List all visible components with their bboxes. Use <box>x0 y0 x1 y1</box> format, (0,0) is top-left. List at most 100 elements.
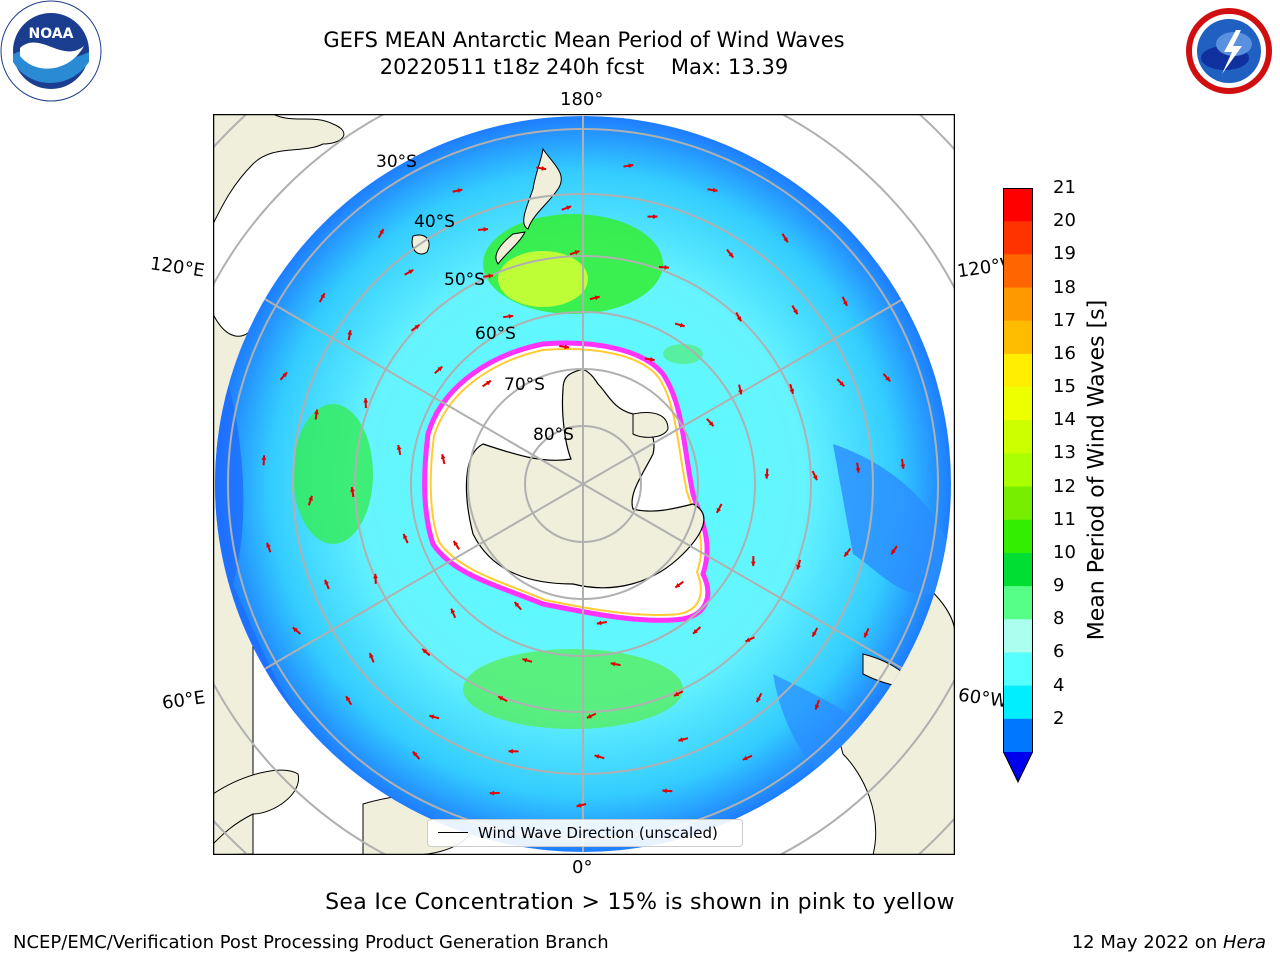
lon-label-0: 0° <box>572 857 593 878</box>
wind-wave-arrowhead <box>508 748 513 754</box>
wind-wave-arrowhead <box>483 227 489 232</box>
lon-label-60e: 60°E <box>160 687 207 714</box>
colorbar-segment <box>1003 188 1033 222</box>
wind-wave-arrowhead <box>453 540 459 546</box>
colorbar-label: Mean Period of Wind Waves [s] <box>1084 299 1110 641</box>
wind-wave-arrowhead <box>814 704 820 710</box>
colorbar-tick-label: 11 <box>1053 508 1076 530</box>
lat-label-60s: 60°S <box>475 324 516 344</box>
wind-wave-arrowhead <box>508 313 514 319</box>
wind-wave-arrowhead <box>750 561 756 567</box>
colorbar-segment <box>1003 552 1033 587</box>
noaa-logo: NOAA <box>0 0 102 102</box>
footer-branch: NCEP/EMC/Verification Post Processing Pr… <box>13 932 609 953</box>
colorbar-segment <box>1003 420 1033 454</box>
map-frame <box>213 114 955 855</box>
footer-host: Hera <box>1222 932 1266 953</box>
wind-wave-arrowhead <box>742 755 748 761</box>
wind-wave-arrowhead <box>653 214 658 220</box>
wind-wave-arrowhead <box>855 467 861 473</box>
colorbar-segment <box>1003 486 1033 521</box>
colorbar-tick-label: 13 <box>1053 442 1076 464</box>
footer-date: 12 May 2022 on Hera <box>1072 932 1266 953</box>
wind-wave-arrowhead <box>664 265 669 270</box>
colorbar-tick-label: 16 <box>1053 342 1076 364</box>
wind-wave-arrowhead <box>594 754 600 759</box>
wind-wave-arrowhead <box>649 357 655 362</box>
wind-wave-arrowhead <box>812 631 817 637</box>
colorbar-segment <box>1003 685 1033 720</box>
colorbar-segment <box>1003 453 1033 488</box>
map-subtitle-forecast: 20220511 t18z 240h fcst Max: 13.39 <box>379 55 789 79</box>
wind-wave-arrowhead <box>363 398 369 403</box>
wind-wave-arrowhead <box>408 269 414 275</box>
wind-wave-arrowhead <box>457 188 463 193</box>
wind-wave-arrowhead <box>379 229 384 235</box>
wind-wave-arrowhead <box>900 464 906 469</box>
nws-logo <box>1179 1 1279 101</box>
wind-wave-arrowhead <box>812 475 818 481</box>
wind-wave-arrowhead <box>320 293 325 299</box>
colorbar-tick-label: 2 <box>1053 707 1065 729</box>
graticule <box>215 116 951 852</box>
wind-wave-arrowhead <box>594 295 600 301</box>
colorbar-tick-label: 9 <box>1053 575 1065 597</box>
wind-wave-arrowhead <box>736 316 742 322</box>
wind-wave-arrowhead <box>308 495 313 501</box>
colorbar-segment <box>1003 353 1033 388</box>
colorbar-segment <box>1003 287 1033 322</box>
wind-wave-arrowhead <box>756 697 761 703</box>
legend-line-swatch <box>438 832 468 833</box>
colorbar-segment <box>1003 387 1033 421</box>
wind-wave-arrowhead <box>674 691 680 696</box>
wind-wave-arrowhead <box>737 389 743 395</box>
lat-label-70s: 70°S <box>504 375 545 395</box>
lat-label-40s: 40°S <box>414 212 455 232</box>
colorbar-tick-label: 10 <box>1053 541 1076 563</box>
wind-wave-arrowhead <box>440 454 446 460</box>
wind-wave-arrowhead <box>716 507 722 513</box>
wind-wave-arrowhead <box>678 737 684 742</box>
wind-wave-arrowhead <box>628 163 634 169</box>
lon-label-180: 180° <box>560 89 604 110</box>
lat-label-50s: 50°S <box>444 270 485 290</box>
wind-wave-arrowhead <box>396 445 402 450</box>
colorbar-tick-label: 18 <box>1053 276 1076 298</box>
colorbar-segment <box>1003 519 1033 554</box>
sea-ice-note: Sea Ice Concentration > 15% is shown in … <box>325 890 955 915</box>
wind-wave-arrowhead <box>842 300 848 306</box>
wind-wave-arrowhead <box>488 273 494 279</box>
wind-wave-arrowhead <box>745 637 751 642</box>
wind-wave-arrowhead <box>610 661 616 667</box>
wind-wave-arrowhead <box>576 803 582 808</box>
wind-wave-arrowhead <box>489 790 495 796</box>
wind-wave-arrowhead <box>429 714 435 720</box>
wind-wave-arrowhead <box>885 376 891 382</box>
wind-wave-arrowhead <box>369 653 374 659</box>
wind-wave-arrowhead <box>485 380 491 386</box>
wind-wave-arrowhead <box>522 657 528 663</box>
colorbar-segment <box>1003 254 1033 289</box>
colorbar-tick-label: 14 <box>1053 409 1076 431</box>
wind-wave-arrowhead <box>282 372 288 378</box>
wind-wave-arrowhead <box>693 629 698 634</box>
wind-wave-arrowhead <box>564 344 570 350</box>
wind-wave-arrowhead <box>839 381 845 387</box>
lon-label-60w: 60°W <box>956 684 1009 713</box>
wind-wave-arrowhead <box>403 533 408 539</box>
wind-wave-arrowhead <box>844 551 849 557</box>
colorbar-segment <box>1003 320 1033 355</box>
wind-wave-arrowhead <box>266 542 271 548</box>
colorbar-segment <box>1003 652 1033 687</box>
lon-label-120e: 120°E <box>148 253 206 282</box>
colorbar-segment <box>1003 221 1033 255</box>
wind-wave-arrowhead <box>324 579 329 585</box>
wind-wave-arrowhead <box>708 421 714 427</box>
colorbar-tick-label: 19 <box>1053 243 1076 265</box>
colorbar-tick-label: 12 <box>1053 475 1076 497</box>
map-title: GEFS MEAN Antarctic Mean Period of Wind … <box>323 28 845 52</box>
wind-wave-arrowhead <box>373 573 378 579</box>
wind-wave-arrowhead <box>712 187 718 193</box>
wind-wave-arrowhead <box>437 366 443 372</box>
sea-ice-edge <box>429 348 703 617</box>
